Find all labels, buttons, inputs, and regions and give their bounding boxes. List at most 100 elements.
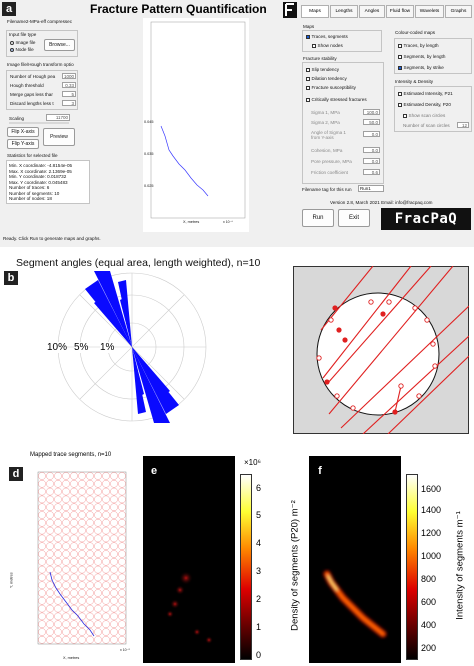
scan-circle bbox=[70, 628, 78, 636]
sigma1-angle-input[interactable]: 0.0 bbox=[363, 131, 380, 137]
scan-circle bbox=[62, 581, 70, 589]
scan-circle bbox=[86, 479, 94, 488]
slip-tendency-checkbox[interactable]: Slip tendency bbox=[306, 67, 339, 72]
scan-circle bbox=[38, 581, 46, 589]
scan-circle bbox=[102, 487, 110, 496]
density-tick-3: 3 bbox=[256, 566, 262, 576]
scaling-input[interactable]: 11700 bbox=[46, 114, 70, 121]
segments-by-strike-checkbox[interactable]: Segments, by strike bbox=[398, 65, 444, 70]
merge-gaps-input[interactable]: 5 bbox=[62, 91, 76, 97]
tab-maps[interactable]: Maps bbox=[301, 5, 329, 18]
scan-circle bbox=[110, 479, 118, 488]
app-title: Fracture Pattern Quantification bbox=[90, 2, 267, 16]
dilation-tendency-checkbox[interactable]: Dilation tendency bbox=[306, 76, 347, 81]
tab-graphs[interactable]: Graphs bbox=[445, 5, 472, 18]
scan-circle bbox=[110, 635, 118, 644]
show-scan-circles-checkbox[interactable]: Show scan circles bbox=[403, 113, 445, 118]
filename-tag-input[interactable]: Run1 bbox=[358, 185, 384, 192]
scan-circle bbox=[70, 589, 78, 597]
cohesion-input[interactable]: 0.0 bbox=[363, 147, 380, 153]
scan-circle bbox=[118, 612, 126, 621]
node-file-radio[interactable]: Node file bbox=[10, 47, 34, 52]
critically-stressed-checkbox[interactable]: Critically stressed fractures bbox=[306, 97, 367, 102]
hough-threshold-input[interactable]: 0.33 bbox=[62, 82, 76, 88]
scan-circle bbox=[70, 495, 78, 504]
scan-circle bbox=[86, 620, 94, 628]
sigma1-input[interactable]: 100.0 bbox=[363, 109, 380, 115]
traces-by-length-checkbox[interactable]: Traces, by length bbox=[398, 43, 439, 48]
num-scan-circles-input[interactable]: 12 bbox=[457, 122, 469, 128]
scan-circle bbox=[86, 558, 94, 566]
scan-circle bbox=[110, 589, 118, 597]
scan-circle bbox=[38, 573, 46, 582]
run-button[interactable]: Run bbox=[302, 209, 334, 227]
browse-button[interactable]: Browse... bbox=[44, 39, 75, 51]
rose-ring-10: 10% bbox=[47, 342, 68, 353]
scan-circle bbox=[110, 628, 118, 636]
scan-circle bbox=[54, 519, 62, 527]
density-map: e bbox=[143, 456, 235, 663]
pore-pressure-input[interactable]: 0.0 bbox=[363, 158, 380, 164]
scan-circle bbox=[38, 495, 46, 504]
scan-circle bbox=[94, 542, 102, 550]
scan-circle bbox=[102, 604, 110, 613]
discard-lengths-input[interactable]: 3 bbox=[62, 100, 76, 106]
preview-trace-line bbox=[160, 125, 209, 197]
preview-ytick-2: 0.035 bbox=[144, 152, 154, 156]
scan-circle bbox=[38, 472, 46, 480]
fracture-susceptibility-checkbox[interactable]: Fracture susceptibility bbox=[306, 85, 356, 90]
tab-fluid-flow[interactable]: Fluid flow bbox=[386, 5, 414, 18]
scan-circle bbox=[102, 503, 110, 512]
rose-ring-5: 5% bbox=[74, 342, 89, 353]
stat-max-x: Max. X coordinate: 2.1369e-05 bbox=[9, 168, 72, 174]
scan-circle bbox=[78, 487, 86, 496]
flip-x-button[interactable]: Flip X-axis bbox=[7, 127, 39, 137]
scan-circle bbox=[62, 542, 70, 550]
hough-peaks-input[interactable]: 1000 bbox=[62, 73, 76, 79]
scaling-scrollbar[interactable] bbox=[9, 122, 69, 124]
estimated-intensity-checkbox[interactable]: Estimated Intensity, P21 bbox=[398, 91, 453, 96]
tab-angles[interactable]: Angles bbox=[359, 5, 385, 18]
scan-circle bbox=[70, 526, 78, 535]
scan-circle bbox=[94, 620, 102, 628]
flip-y-button[interactable]: Flip Y-axis bbox=[7, 139, 39, 149]
traces-segments-checkbox[interactable]: Traces, segments bbox=[306, 34, 348, 39]
scan-circle bbox=[78, 495, 86, 504]
sigma2-input[interactable]: 50.0 bbox=[363, 119, 380, 125]
rose-petals bbox=[85, 271, 179, 423]
scan-circle bbox=[86, 565, 94, 574]
scaling-label: Scaling bbox=[9, 116, 25, 121]
sigma2-label: Sigma 2, MPa bbox=[311, 120, 340, 125]
scan-circle bbox=[62, 550, 70, 558]
mapped-xexp: x 10⁻⁵ bbox=[120, 648, 130, 652]
hough-threshold-label: Hough threshold bbox=[10, 83, 44, 88]
scan-circle bbox=[94, 581, 102, 589]
scan-circle bbox=[54, 503, 62, 512]
scan-circle bbox=[62, 511, 70, 519]
scan-circle bbox=[54, 589, 62, 597]
tab-lengths[interactable]: Lengths bbox=[330, 5, 358, 18]
tab-wavelets[interactable]: Wavelets bbox=[415, 5, 444, 18]
fracpaq-window: a Fracture Pattern Quantification Filena… bbox=[0, 0, 474, 247]
show-nodes-checkbox[interactable]: Show nodes bbox=[312, 43, 343, 48]
scan-circle bbox=[94, 487, 102, 496]
scan-circle bbox=[70, 612, 78, 621]
scan-circle bbox=[118, 472, 126, 480]
scan-circle bbox=[94, 565, 102, 574]
friction-input[interactable]: 0.6 bbox=[363, 169, 380, 175]
scan-circle bbox=[62, 573, 70, 582]
estimated-density-checkbox[interactable]: Estimated Density, P20 bbox=[398, 102, 451, 107]
image-file-radio[interactable]: Image file bbox=[10, 40, 35, 45]
segments-by-length-checkbox[interactable]: Segments, by length bbox=[398, 54, 445, 59]
exit-button[interactable]: Exit bbox=[338, 209, 370, 227]
intensity-tick-1000: 1000 bbox=[421, 551, 442, 561]
preview-button[interactable]: Preview bbox=[43, 128, 75, 146]
scan-circle bbox=[46, 635, 54, 644]
scan-circle bbox=[46, 581, 54, 589]
scan-circle bbox=[46, 558, 54, 566]
discard-lengths-label: Discard lengths less t bbox=[10, 101, 54, 106]
scan-circle bbox=[70, 511, 78, 519]
hough-options-label: Image file/Hough transform optio bbox=[7, 62, 74, 67]
scan-circle bbox=[118, 503, 126, 512]
scan-circle bbox=[118, 495, 126, 504]
